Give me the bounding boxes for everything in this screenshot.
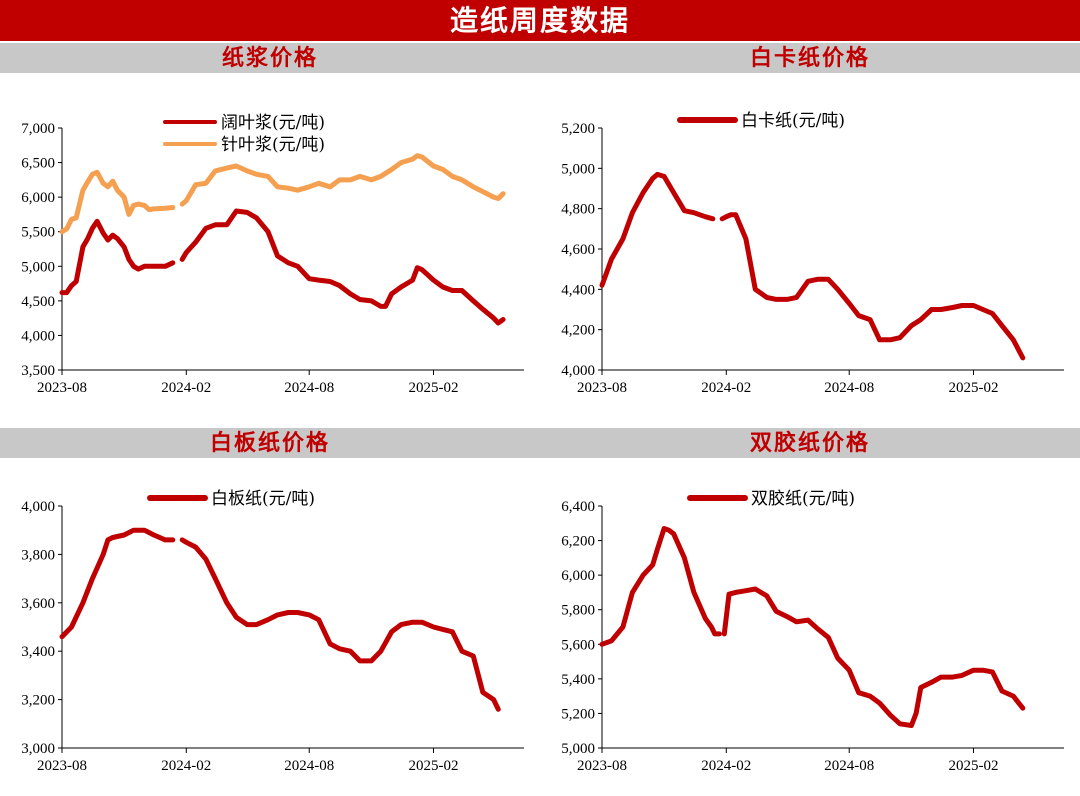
legend-label-2: 针叶浆(元/吨) — [221, 135, 325, 155]
y-tick-label: 4,200 — [561, 323, 595, 339]
series-line-1-segment-1 — [59, 527, 176, 640]
x-tick-label: 2023-08 — [577, 758, 627, 774]
y-tick-label: 5,000 — [561, 161, 595, 177]
series-line-1-segment-1 — [59, 218, 176, 296]
y-tick-label: 5,200 — [561, 706, 595, 722]
series-line-1-segment-1 — [599, 171, 716, 288]
x-tick-label: 2025-02 — [408, 758, 458, 774]
series-line-1-segment-2 — [179, 208, 506, 326]
section-bar-bottom — [0, 428, 1080, 458]
legend-label-1: 白板纸(元/吨) — [211, 489, 315, 509]
page-banner: 造纸周度数据 — [0, 0, 1080, 41]
y-tick-label: 6,500 — [21, 156, 55, 172]
section-title-white-card: 白卡纸价格 — [749, 45, 870, 71]
white-card-price-chart: 4,000 4,200 4,400 4,600 4,800 5,000 5,200 2023-… — [561, 111, 1064, 396]
y-tick-label: 4,800 — [561, 202, 595, 218]
x-tick-label: 2024-02 — [701, 380, 751, 396]
y-tick-label: 6,000 — [21, 190, 55, 206]
x-tick-label: 2024-08 — [284, 758, 334, 774]
series-line-1-segment-2 — [719, 212, 1026, 361]
series-line-2-segment-1 — [59, 169, 176, 235]
section-title-white-board: 白板纸价格 — [209, 430, 330, 456]
section-title-double-offset: 双胶纸价格 — [749, 430, 870, 456]
section-title-pulp: 纸浆价格 — [221, 45, 318, 71]
legend-label-1: 白卡纸(元/吨) — [741, 111, 845, 131]
y-tick-label: 5,600 — [561, 637, 595, 653]
y-tick-label: 3,600 — [21, 596, 55, 612]
y-tick-label: 3,400 — [21, 644, 55, 660]
y-tick-label: 4,600 — [561, 242, 595, 258]
x-tick-label: 2024-08 — [824, 758, 874, 774]
series-line-1-segment-2 — [179, 537, 501, 712]
y-tick-label: 3,500 — [21, 363, 55, 379]
x-tick-label: 2025-02 — [408, 380, 458, 396]
y-tick-label: 3,800 — [21, 547, 55, 563]
y-tick-label: 6,400 — [561, 499, 595, 515]
y-tick-label: 4,000 — [21, 499, 55, 515]
x-tick-label: 2023-08 — [37, 758, 87, 774]
x-tick-label: 2023-08 — [37, 380, 87, 396]
y-tick-label: 4,000 — [21, 328, 55, 344]
y-tick-label: 5,200 — [561, 121, 595, 137]
x-tick-label: 2025-02 — [948, 380, 998, 396]
x-tick-label: 2024-02 — [161, 758, 211, 774]
y-tick-label: 6,200 — [561, 534, 595, 550]
double-offset-price-chart: 5,000 5,200 5,400 5,600 5,800 6,000 6,200 6,400… — [561, 489, 1064, 774]
page-title: 造纸周度数据 — [449, 4, 630, 37]
legend-label-1: 双胶纸(元/吨) — [751, 489, 855, 509]
x-tick-label: 2025-02 — [948, 758, 998, 774]
y-tick-label: 5,800 — [561, 603, 595, 619]
pulp-price-chart: 3,500 4,000 4,500 5,000 5,500 6,000 6,500 7,000… — [21, 113, 524, 396]
legend-label-1: 阔叶浆(元/吨) — [221, 113, 325, 133]
y-tick-label: 3,200 — [21, 693, 55, 709]
x-tick-label: 2023-08 — [577, 380, 627, 396]
y-tick-label: 7,000 — [21, 121, 55, 137]
y-tick-label: 4,000 — [561, 363, 595, 379]
section-bar-top — [0, 43, 1080, 73]
x-tick-label: 2024-08 — [284, 380, 334, 396]
y-tick-label: 5,000 — [21, 259, 55, 275]
x-tick-label: 2024-02 — [161, 380, 211, 396]
y-tick-label: 4,400 — [561, 282, 595, 298]
y-tick-label: 5,400 — [561, 672, 595, 688]
x-tick-label: 2024-08 — [824, 380, 874, 396]
x-tick-label: 2024-02 — [701, 758, 751, 774]
y-tick-label: 5,500 — [21, 225, 55, 241]
y-tick-label: 3,000 — [21, 741, 55, 757]
series-line-1-segment-2 — [721, 586, 1026, 728]
y-tick-label: 6,000 — [561, 568, 595, 584]
y-tick-label: 4,500 — [21, 294, 55, 310]
white-board-price-chart: 3,000 3,200 3,400 3,600 3,800 4,000 2023-08 202… — [21, 489, 524, 774]
series-line-1-segment-1 — [599, 526, 722, 647]
y-tick-label: 5,000 — [561, 741, 595, 757]
series-line-2-segment-2 — [179, 153, 506, 207]
